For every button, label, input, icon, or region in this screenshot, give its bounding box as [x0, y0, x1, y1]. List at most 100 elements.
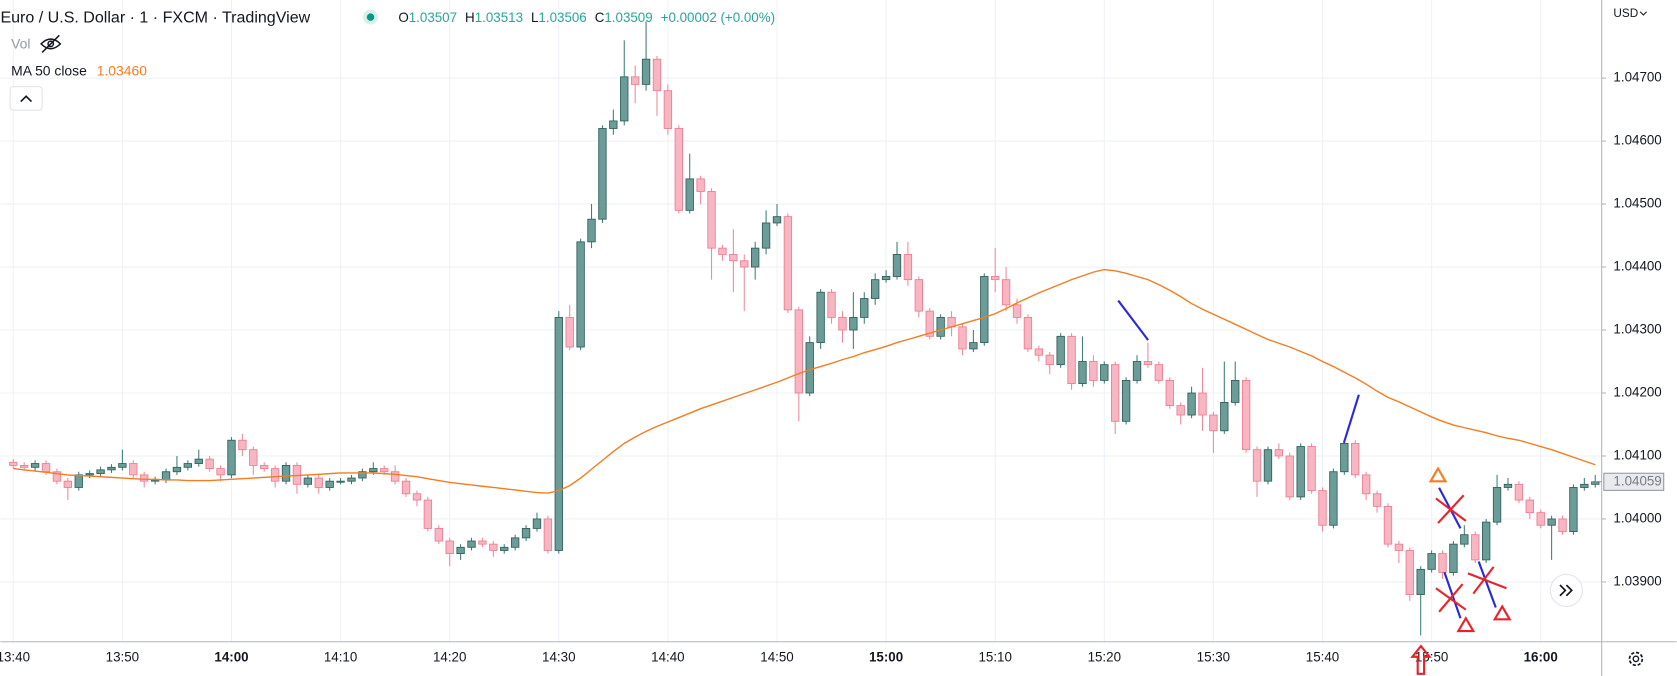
candle-body: [598, 128, 607, 220]
volume-label: Vol: [11, 36, 30, 52]
candle-body: [958, 326, 967, 350]
candle-body: [489, 543, 498, 551]
y-tick-label: 1.04400: [1613, 259, 1661, 274]
candle-body: [369, 468, 378, 473]
scroll-to-realtime-button[interactable]: [1549, 573, 1583, 608]
candle-body: [652, 58, 662, 92]
candle-body: [1165, 379, 1174, 407]
candle-body: [1100, 364, 1109, 381]
candle-body: [423, 499, 433, 529]
candle-body: [1034, 348, 1044, 356]
candle-body: [1580, 483, 1589, 488]
x-tick-label: 15:00: [869, 649, 903, 664]
y-tick-label: 1.04600: [1613, 133, 1661, 148]
candle-body: [565, 316, 574, 348]
candle-body: [1067, 335, 1076, 384]
candle-body: [1394, 543, 1404, 551]
candle-body: [925, 310, 934, 337]
candle-body: [434, 527, 443, 542]
candle-body: [85, 473, 94, 476]
x-tick-label: 15:50: [1415, 649, 1448, 664]
candle-body: [740, 260, 749, 268]
candle-body: [718, 247, 727, 255]
dropdown-caret: [1639, 11, 1647, 16]
collapse-legend-button[interactable]: [9, 86, 43, 111]
candle-body: [554, 316, 563, 551]
candle-body: [172, 466, 182, 473]
candle-body: [478, 540, 487, 545]
candle-body: [107, 466, 116, 471]
x-tick-label: 14:30: [542, 649, 575, 664]
x-tick-label: 14:00: [214, 649, 248, 664]
candle-body: [1449, 543, 1458, 573]
market-status-dot: [366, 13, 375, 21]
trend-line: [1117, 299, 1150, 341]
candle-body: [685, 178, 694, 211]
candle-body: [1318, 490, 1327, 526]
ohlc-value: 1.03507: [409, 10, 457, 25]
ohlc-legend: O1.03507 H1.03513 L1.03506 C1.03509 +0.0…: [398, 10, 775, 25]
candle-body: [1296, 446, 1305, 498]
candle-body: [674, 128, 683, 211]
y-tick-label: 1.04700: [1613, 70, 1661, 85]
x-tick-label: 16:00: [1524, 649, 1558, 664]
candle-body: [1372, 493, 1382, 507]
candle-body: [358, 471, 367, 479]
candle-body: [1045, 354, 1054, 366]
ma-label: MA 50 close: [11, 62, 87, 78]
candle-body: [783, 216, 793, 311]
candle-body: [576, 241, 585, 348]
candle-body: [118, 463, 127, 468]
candle-body: [816, 291, 825, 344]
candle-body: [1514, 483, 1524, 501]
candle-body: [1416, 568, 1425, 595]
candle-body: [1361, 474, 1371, 495]
candle-body: [1001, 279, 1011, 306]
candle-body: [849, 316, 858, 331]
candle-body: [532, 518, 542, 529]
candle-body: [390, 471, 400, 482]
candle-body: [1252, 449, 1262, 482]
candle-body: [587, 218, 596, 243]
trend-line: [1342, 394, 1360, 444]
candle-body: [827, 291, 836, 318]
candle-body: [227, 439, 236, 476]
x-tick-label: 13:40: [0, 649, 30, 664]
candle-body: [270, 468, 280, 482]
ohlc-key: H: [465, 10, 475, 25]
plot-area: [9, 21, 1600, 636]
candle-body: [249, 449, 258, 466]
candle-body: [1263, 449, 1273, 482]
y-tick-label: 1.04100: [1613, 448, 1661, 463]
candle-body: [510, 537, 520, 548]
candle-body: [1056, 335, 1065, 366]
arrow-marker: [1410, 644, 1432, 675]
candle-body: [761, 222, 771, 249]
candle-body: [1427, 553, 1436, 570]
x-marker: [1467, 572, 1507, 590]
candle-body: [1121, 379, 1131, 422]
x-tick-label: 14:10: [324, 649, 357, 664]
candle-body: [303, 477, 313, 485]
currency-label[interactable]: USD: [1613, 7, 1638, 20]
candle-body: [1274, 449, 1284, 457]
candle-body: [347, 477, 356, 482]
settings-button[interactable]: [1628, 651, 1644, 667]
hide-volume-icon[interactable]: [40, 34, 62, 53]
ohlc-key: L: [531, 10, 538, 25]
y-tick-label: 1.04300: [1613, 322, 1661, 337]
x-marker: [1472, 566, 1495, 595]
trend-line: [1477, 561, 1497, 608]
candle-body: [1285, 455, 1294, 498]
candle-body: [1383, 505, 1393, 545]
candle-body: [1012, 304, 1022, 318]
candle-body: [380, 468, 389, 473]
x-tick-label: 13:50: [106, 649, 139, 664]
candle-body: [216, 468, 225, 476]
candle-body: [1569, 487, 1578, 532]
candle-body: [1547, 518, 1556, 526]
x-tick-label: 15:30: [1197, 649, 1230, 664]
candle-body: [521, 527, 531, 539]
candle-body: [1340, 442, 1349, 473]
candle-body: [161, 471, 171, 481]
